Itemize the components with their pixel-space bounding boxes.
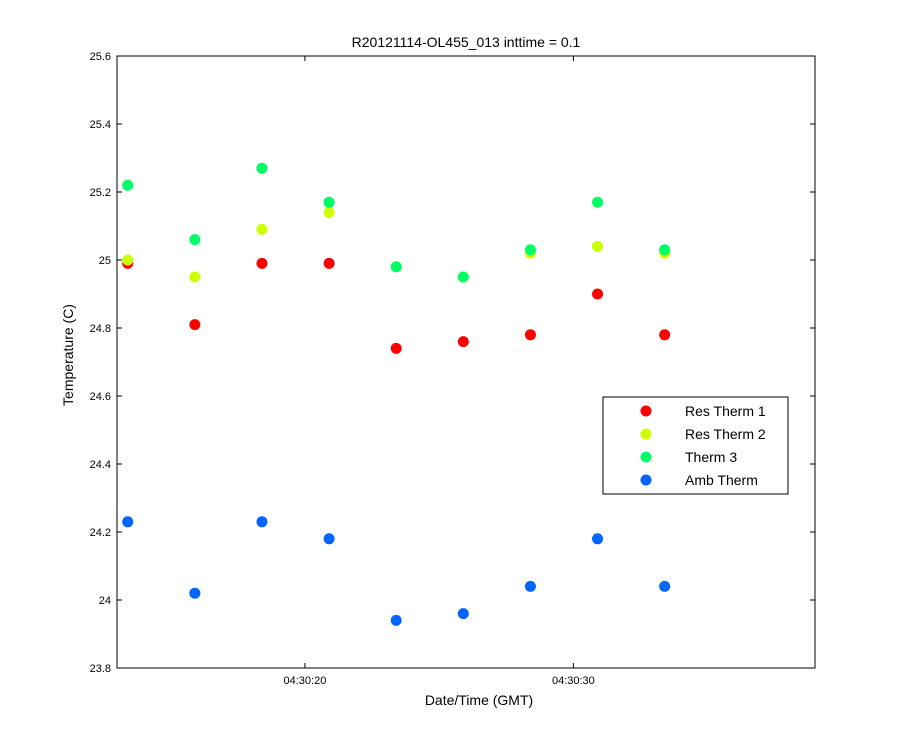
data-point-res-therm-1 (189, 319, 201, 331)
chart-title: R20121114-OL455_013 inttime = 0.1 (352, 34, 581, 50)
data-point-res-therm-1 (323, 257, 335, 269)
data-point-amb-therm (524, 580, 536, 592)
x-tick-label: 04:30:20 (284, 675, 327, 687)
legend-label: Res Therm 1 (685, 403, 766, 419)
data-point-res-therm-2 (592, 240, 604, 252)
plot-area (116, 55, 816, 669)
x-axis-label: Date/Time (GMT) (425, 692, 533, 708)
data-point-therm-3 (524, 244, 536, 256)
data-point-amb-therm (659, 580, 671, 592)
y-tick-label: 25.2 (90, 187, 111, 199)
data-point-therm-3 (189, 234, 201, 246)
data-point-res-therm-2 (256, 223, 268, 235)
y-axis: 23.8 24 24.2 24.4 24.6 24.8 25 25.2 25.4 25.6 (90, 51, 815, 675)
data-point-res-therm-2 (323, 206, 335, 218)
data-point-res-therm-1 (524, 329, 536, 341)
data-point-res-therm-1 (457, 336, 469, 348)
x-tick-label: 04:30:30 (552, 675, 595, 687)
legend-marker (640, 405, 652, 417)
data-point-therm-3 (122, 179, 134, 191)
data-points (122, 162, 671, 626)
y-tick-label: 24 (99, 595, 111, 607)
data-point-amb-therm (390, 614, 402, 626)
y-tick-label: 24.6 (90, 391, 111, 403)
data-point-res-therm-1 (390, 342, 402, 354)
y-tick-label: 25.6 (90, 51, 111, 63)
data-point-amb-therm (256, 516, 268, 528)
y-tick-label: 25.4 (90, 119, 111, 131)
data-point-res-therm-2 (122, 254, 134, 266)
data-point-res-therm-1 (659, 329, 671, 341)
legend-label: Therm 3 (685, 449, 737, 465)
data-point-therm-3 (659, 244, 671, 256)
data-point-amb-therm (592, 533, 604, 545)
legend-box (602, 396, 789, 495)
data-point-amb-therm (323, 533, 335, 545)
data-point-amb-therm (457, 608, 469, 620)
data-point-res-therm-1 (256, 257, 268, 269)
y-tick-label: 25 (99, 255, 111, 267)
legend: Res Therm 1 Res Therm 2 Therm 3 Amb Therm (602, 396, 789, 495)
y-tick-label: 24.8 (90, 323, 111, 335)
data-point-therm-3 (390, 261, 402, 273)
data-point-amb-therm (122, 516, 134, 528)
y-tick-label: 24.4 (90, 459, 111, 471)
legend-marker (640, 474, 652, 486)
y-tick-label: 23.8 (90, 663, 111, 675)
legend-marker (640, 428, 652, 440)
data-point-therm-3 (457, 271, 469, 283)
y-tick-label: 24.2 (90, 527, 111, 539)
legend-label: Amb Therm (685, 472, 758, 488)
y-axis-label: Temperature (C) (60, 304, 76, 406)
legend-label: Res Therm 2 (685, 426, 766, 442)
data-point-therm-3 (323, 196, 335, 208)
x-axis: 04:30:20 04:30:30 (284, 56, 595, 687)
data-point-amb-therm (189, 587, 201, 599)
data-point-res-therm-2 (189, 271, 201, 283)
data-point-therm-3 (592, 196, 604, 208)
legend-marker (640, 451, 652, 463)
data-point-res-therm-1 (592, 288, 604, 300)
data-point-therm-3 (256, 162, 268, 174)
